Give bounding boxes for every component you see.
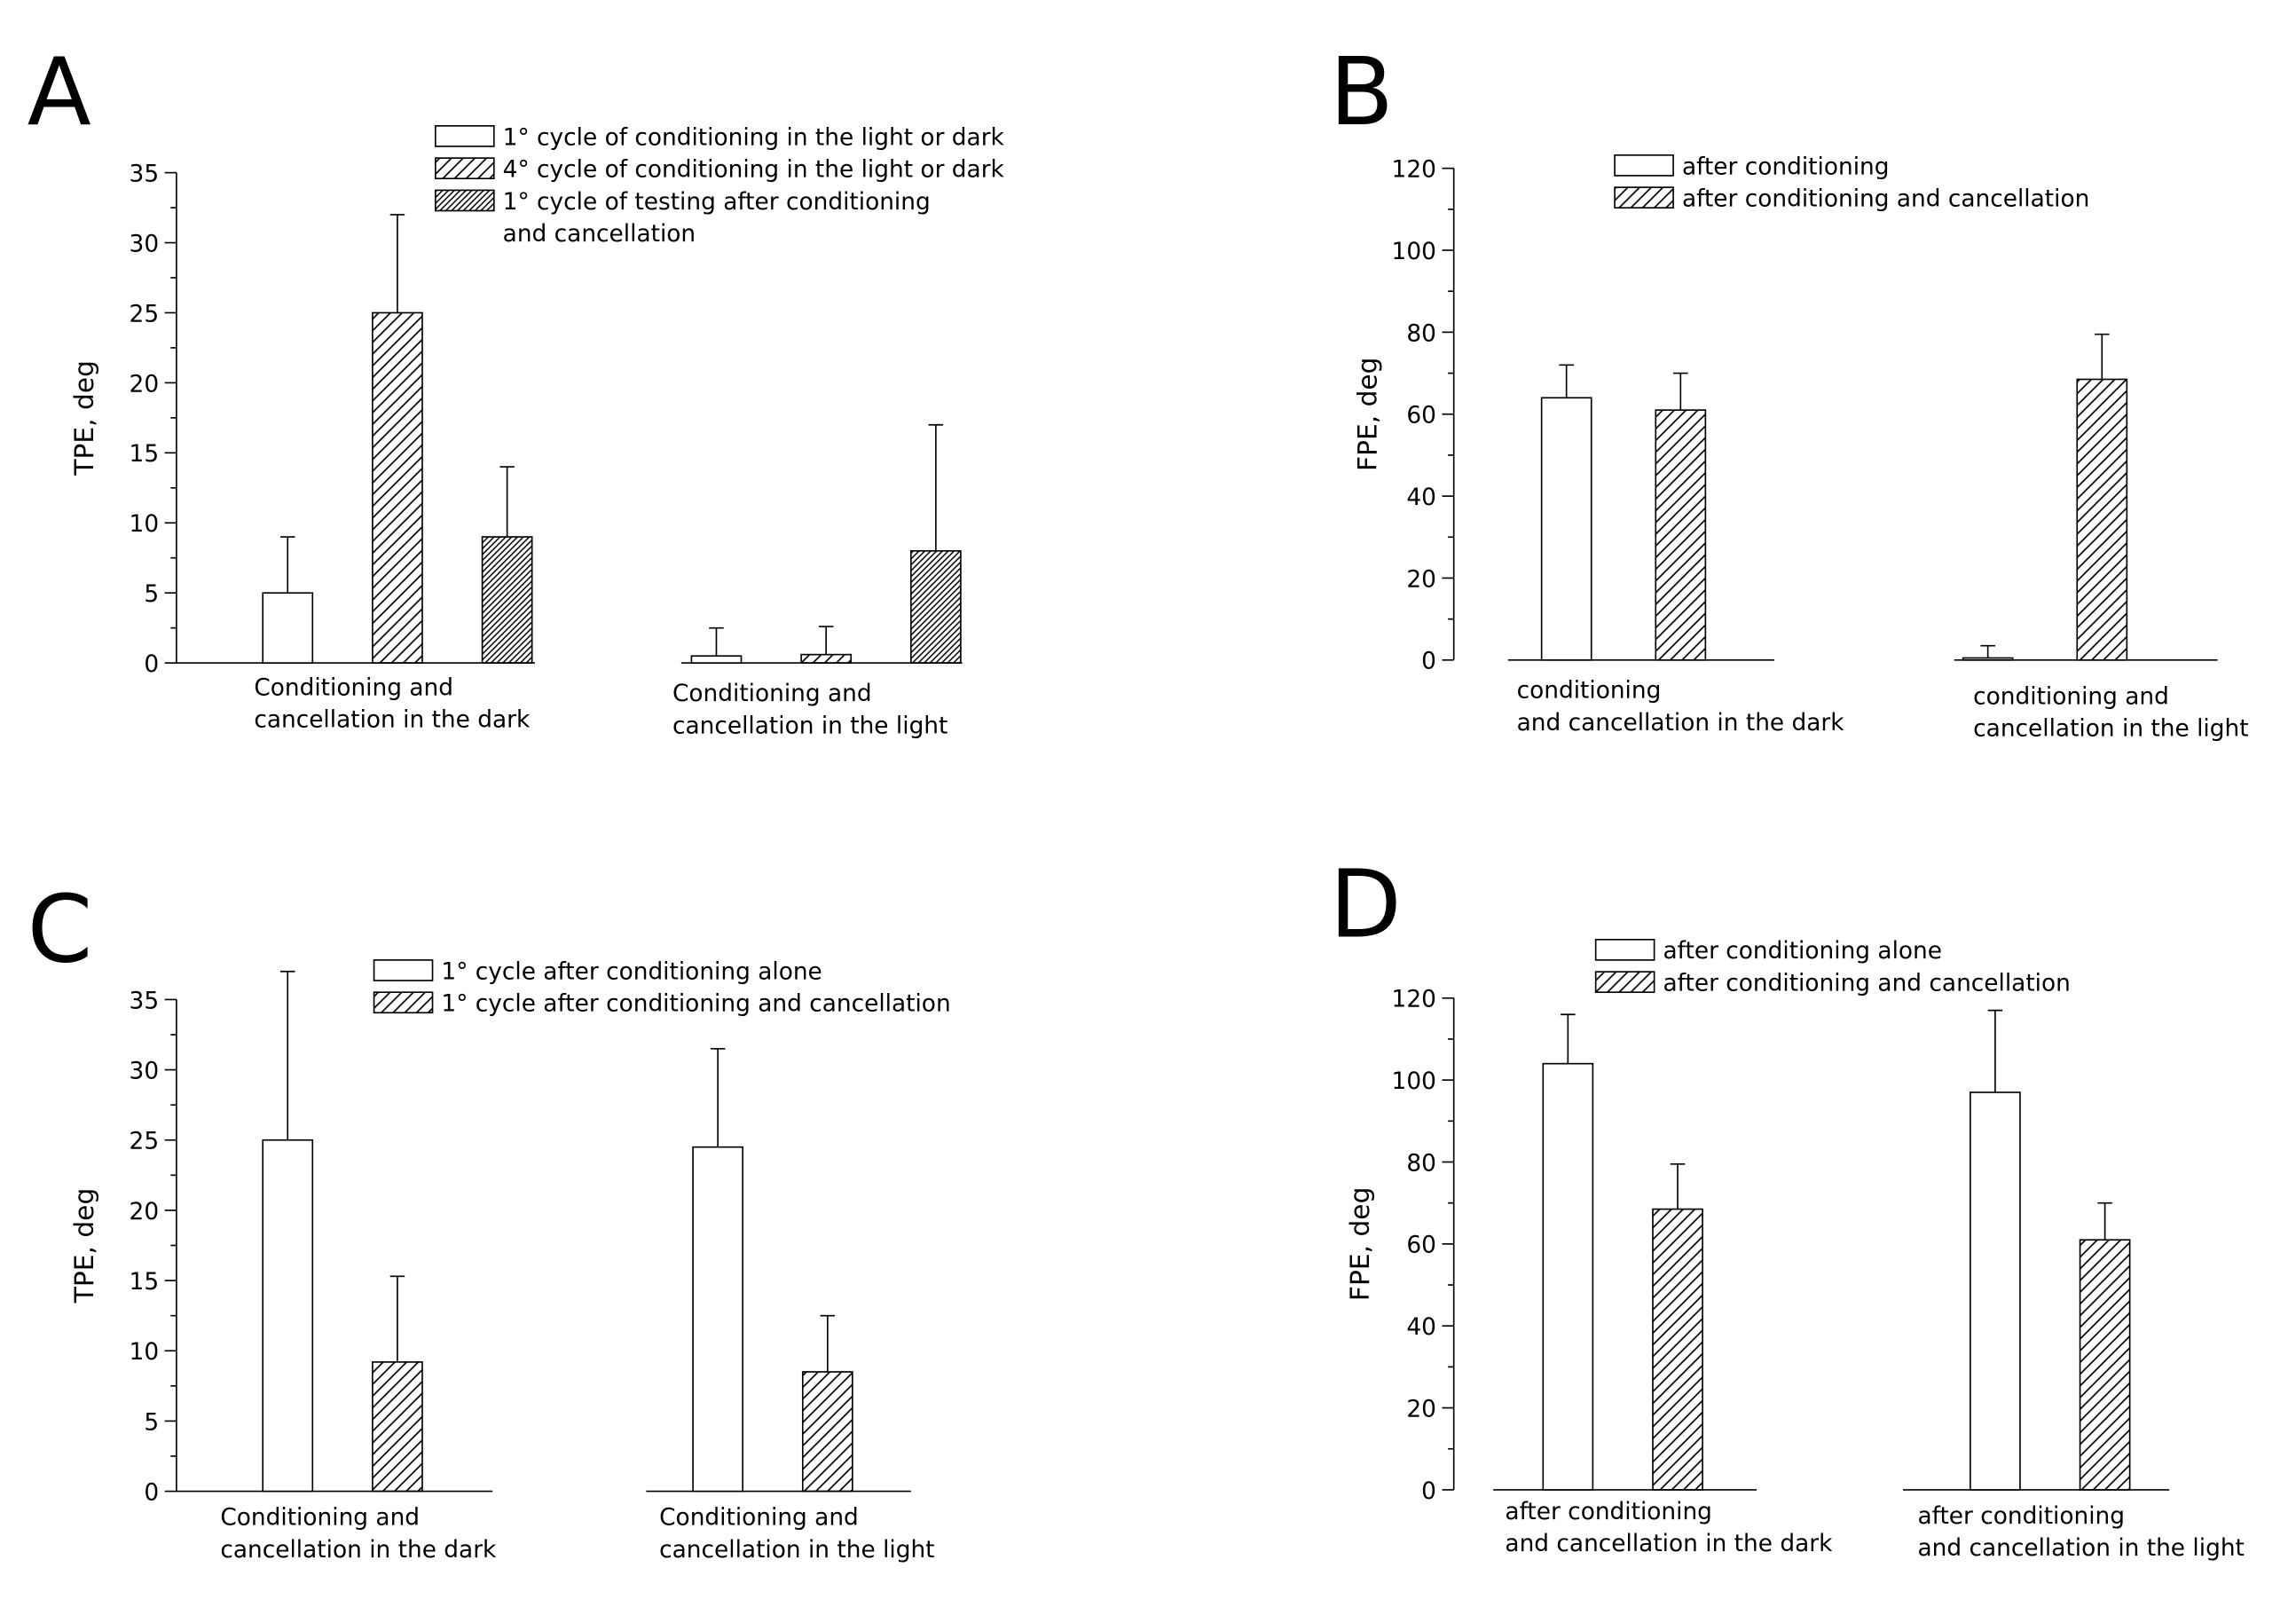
- y-tick-label: 40: [1406, 485, 1436, 511]
- y-tick-label: 20: [1406, 1396, 1436, 1422]
- bar: [1962, 657, 2014, 661]
- bar: [801, 1371, 853, 1493]
- x-category-label: cancellation in the dark: [220, 1537, 497, 1564]
- y-tick-label: 20: [130, 1199, 160, 1225]
- y-tick-label: 80: [1406, 1150, 1436, 1177]
- panel-letter: A: [28, 37, 91, 146]
- legend-label: 1° cycle of conditioning in the light or…: [503, 124, 1005, 151]
- bar: [372, 1361, 423, 1493]
- x-category-label: after conditioning: [1917, 1503, 2125, 1530]
- bar: [1540, 397, 1592, 661]
- y-axis-label: FPE, deg: [1344, 1187, 1375, 1302]
- y-tick-label: 35: [130, 162, 160, 188]
- bar: [2079, 1239, 2131, 1491]
- legend-label: 1° cycle after conditioning and cancella…: [441, 991, 950, 1018]
- bar: [262, 1138, 314, 1493]
- legend-swatch: [1594, 938, 1655, 961]
- panel-letter: D: [1330, 850, 1402, 959]
- y-axis-label: TPE, deg: [68, 1188, 99, 1304]
- legend-swatch: [434, 125, 495, 147]
- bar: [690, 655, 743, 664]
- y-tick-label: 5: [144, 1409, 159, 1436]
- legend-swatch: [434, 189, 495, 212]
- x-category-label: cancellation in the light: [672, 713, 947, 739]
- legend-label: after conditioning alone: [1663, 938, 1942, 965]
- y-tick-label: 100: [1392, 1068, 1436, 1095]
- y-tick-label: 120: [1392, 157, 1436, 184]
- x-category-label: and cancellation in the dark: [1517, 710, 1845, 737]
- y-tick-label: 60: [1406, 403, 1436, 429]
- legend-label: 1° cycle after conditioning alone: [441, 958, 822, 985]
- bar: [1970, 1091, 2021, 1491]
- legend-swatch: [1614, 186, 1674, 209]
- legend-label: and cancellation: [503, 221, 696, 248]
- y-tick-label: 0: [144, 651, 159, 678]
- x-category-label: cancellation in the light: [659, 1537, 934, 1564]
- y-tick-label: 0: [144, 1479, 159, 1506]
- y-tick-label: 120: [1392, 987, 1436, 1013]
- y-tick-label: 40: [1406, 1314, 1436, 1341]
- y-tick-label: 60: [1406, 1233, 1436, 1259]
- bar: [1542, 1062, 1594, 1491]
- y-tick-label: 20: [130, 371, 160, 398]
- x-category-label: Conditioning and: [659, 1505, 859, 1532]
- y-tick-label: 25: [130, 301, 160, 327]
- y-tick-label: 15: [130, 441, 160, 468]
- y-tick-label: 0: [1421, 1478, 1436, 1505]
- y-tick-label: 100: [1392, 239, 1436, 265]
- x-category-label: cancellation in the light: [1973, 716, 2248, 743]
- legend-label: after conditioning: [1682, 154, 1890, 180]
- y-tick-label: 5: [144, 581, 159, 608]
- x-category-label: conditioning and: [1973, 683, 2169, 710]
- bar: [2076, 378, 2128, 661]
- y-axis-label: FPE, deg: [1351, 357, 1382, 471]
- y-tick-label: 35: [130, 988, 160, 1014]
- legend-label: after conditioning and cancellation: [1663, 971, 2071, 997]
- x-category-label: and cancellation in the dark: [1505, 1531, 1833, 1557]
- y-tick-label: 80: [1406, 320, 1436, 347]
- legend-label: after conditioning and cancellation: [1682, 186, 2089, 213]
- panel-letter: C: [28, 875, 93, 984]
- y-tick-label: 0: [1421, 649, 1436, 675]
- bar: [909, 549, 962, 664]
- x-category-label: cancellation in the dark: [254, 707, 531, 734]
- x-category-label: Conditioning and: [672, 681, 872, 707]
- x-category-label: conditioning: [1517, 678, 1662, 705]
- x-category-label: Conditioning and: [254, 674, 453, 701]
- y-axis-label: TPE, deg: [68, 360, 99, 477]
- legend-swatch: [373, 991, 434, 1014]
- x-category-label: Conditioning and: [220, 1505, 420, 1532]
- x-category-label: after conditioning: [1505, 1499, 1712, 1525]
- bar: [1655, 409, 1707, 661]
- y-tick-label: 25: [130, 1129, 160, 1155]
- legend-swatch: [1594, 971, 1655, 994]
- bar: [262, 592, 314, 664]
- legend-swatch: [434, 157, 495, 180]
- y-tick-label: 20: [1406, 566, 1436, 593]
- bar: [800, 653, 853, 664]
- legend-swatch: [373, 959, 434, 981]
- bar: [1652, 1208, 1703, 1491]
- panel-letter: B: [1330, 37, 1394, 146]
- y-tick-label: 10: [130, 1339, 160, 1366]
- legend-swatch: [1614, 154, 1674, 177]
- y-tick-label: 30: [130, 1058, 160, 1084]
- y-tick-label: 10: [130, 511, 160, 538]
- legend-label: 4° cycle of conditioning in the light or…: [503, 157, 1005, 184]
- legend-label: 1° cycle of testing after conditioning: [503, 189, 931, 216]
- bar: [372, 311, 423, 664]
- bar: [481, 536, 533, 664]
- bar: [692, 1146, 743, 1493]
- y-tick-label: 15: [130, 1269, 160, 1296]
- x-category-label: and cancellation in the light: [1917, 1535, 2244, 1562]
- y-tick-label: 30: [130, 231, 160, 257]
